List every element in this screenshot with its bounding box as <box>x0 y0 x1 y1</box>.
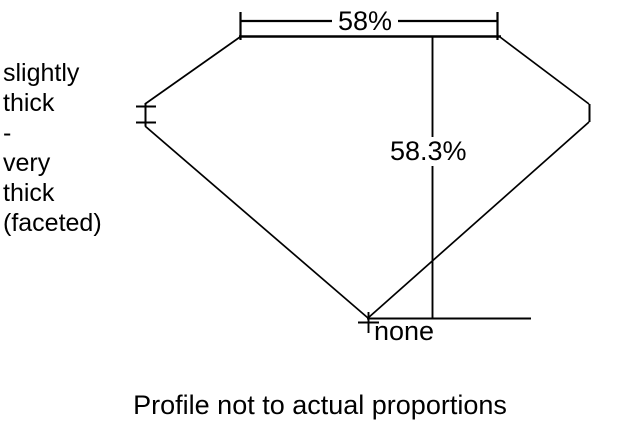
culet-size-label: none <box>374 316 435 346</box>
pavilion-facet-left <box>144 125 369 319</box>
crown-facet-left <box>144 36 241 105</box>
depth-percent-label: 58.3% <box>386 137 471 166</box>
table-percent-label: 58% <box>332 8 399 35</box>
girdle-thickness-label: slightly thick - very thick (faceted) <box>3 59 102 237</box>
diagram-caption: Profile not to actual proportions <box>133 390 507 420</box>
pavilion-facet-right <box>367 121 590 319</box>
culet-cross-marker <box>358 312 379 333</box>
crown-facet-right <box>499 36 590 105</box>
girdle-left-group <box>136 103 156 126</box>
